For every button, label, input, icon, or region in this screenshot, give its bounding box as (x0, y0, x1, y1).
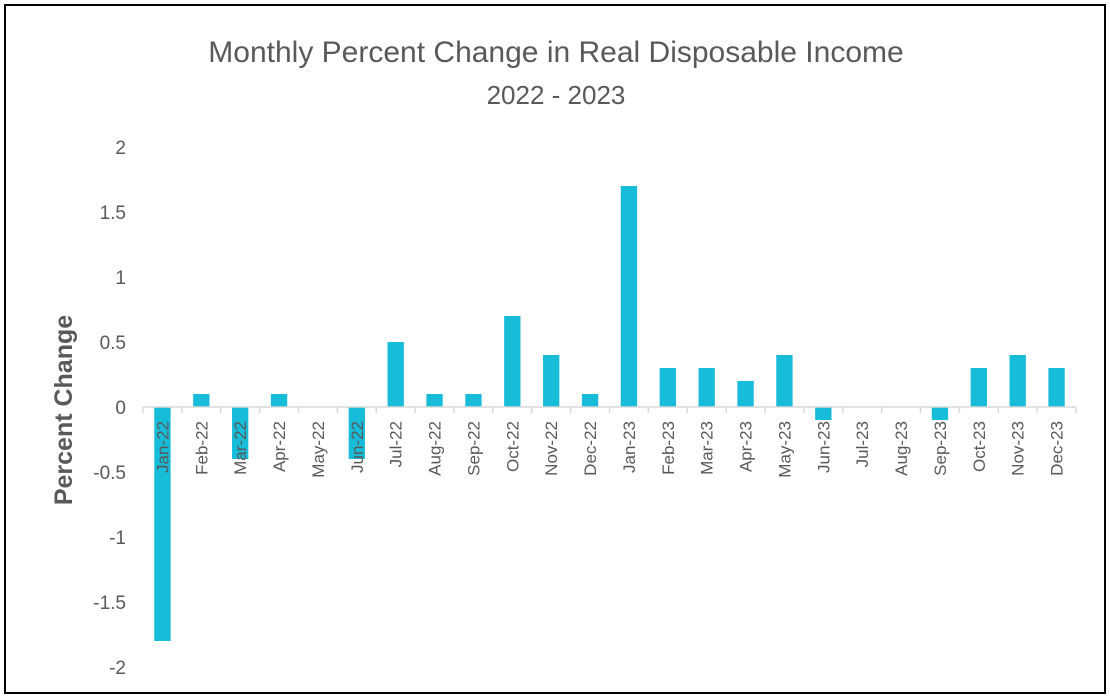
bar-aug-22 (426, 394, 443, 407)
bar-feb-23 (659, 368, 676, 407)
bar-mar-22 (232, 407, 249, 459)
bar-chart: Monthly Percent Change in Real Disposabl… (50, 36, 1077, 679)
x-tick-label: Apr-22 (270, 421, 289, 472)
bar-jan-22 (154, 407, 171, 641)
bar-feb-22 (193, 394, 210, 407)
x-tick-label: Sep-22 (464, 421, 483, 476)
x-tick-label: Jun-22 (348, 421, 367, 473)
bar-jun-23 (815, 407, 832, 420)
x-tick-label: Dec-22 (581, 421, 600, 476)
bar-dec-23 (1048, 368, 1065, 407)
bar-oct-23 (970, 368, 987, 407)
y-tick-label: -1.5 (93, 593, 126, 614)
bar-may-23 (776, 355, 793, 407)
bar-nov-23 (1009, 355, 1026, 407)
y-tick-label: -2 (109, 658, 126, 679)
bar-apr-23 (737, 381, 754, 407)
y-axis-ticks: 2 1.5 1 0.5 0 -0.5 -1 -1.5 -2 (93, 138, 126, 679)
x-tick-label: May-23 (775, 421, 794, 478)
bar-nov-22 (543, 355, 560, 407)
x-tick-label: Aug-22 (426, 421, 445, 476)
x-tick-label: Feb-22 (192, 421, 211, 475)
x-tick-label: Mar-22 (231, 421, 250, 475)
x-tick-label: Jul-23 (853, 421, 872, 467)
bar-apr-22 (270, 394, 288, 407)
y-tick-label: 1.5 (100, 203, 126, 224)
x-tick-label: Jul-22 (387, 421, 406, 467)
x-tick-label: Jan-22 (153, 421, 172, 473)
x-tick-label: Mar-23 (698, 421, 717, 475)
bar-sep-23 (931, 407, 949, 420)
bar-mar-23 (698, 368, 715, 407)
chart-frame: Monthly Percent Change in Real Disposabl… (4, 4, 1106, 694)
x-tick-label: Feb-23 (659, 421, 678, 475)
x-tick-label: Aug-23 (892, 421, 911, 476)
y-axis-label: Percent Change (50, 315, 78, 505)
y-tick-label: -1 (109, 528, 126, 549)
bar-series (154, 186, 1065, 641)
x-tick-label: Jan-23 (620, 421, 639, 473)
x-tick-label: Dec-23 (1048, 421, 1067, 476)
y-tick-label: 1 (115, 268, 126, 289)
y-tick-label: 0 (115, 398, 126, 419)
y-tick-label: -0.5 (93, 463, 126, 484)
bar-sep-22 (465, 394, 482, 407)
x-tick-label: Apr-23 (737, 421, 756, 472)
x-tick-label: Oct-23 (970, 421, 989, 472)
x-tick-label: Nov-22 (542, 421, 561, 476)
chart-subtitle: 2022 - 2023 (487, 80, 626, 110)
bar-jun-22 (348, 407, 365, 459)
x-tick-label: Jun-23 (814, 421, 833, 473)
x-tick-label: Oct-22 (503, 421, 522, 472)
x-tick-label: May-22 (309, 421, 328, 478)
bar-jul-22 (387, 342, 404, 407)
x-tick-label: Nov-23 (1009, 421, 1028, 476)
x-tick-label: Sep-23 (931, 421, 950, 476)
chart-title: Monthly Percent Change in Real Disposabl… (208, 36, 903, 69)
bar-oct-22 (504, 316, 521, 407)
y-tick-label: 2 (115, 138, 126, 159)
x-axis-ticks: Jan-22 Feb-22 Mar-22 Apr-22 May-22 Jun-22 Jul-… (142, 407, 1077, 478)
bar-dec-22 (581, 394, 599, 407)
y-tick-label: 0.5 (100, 333, 126, 354)
bar-jan-23 (620, 186, 638, 407)
